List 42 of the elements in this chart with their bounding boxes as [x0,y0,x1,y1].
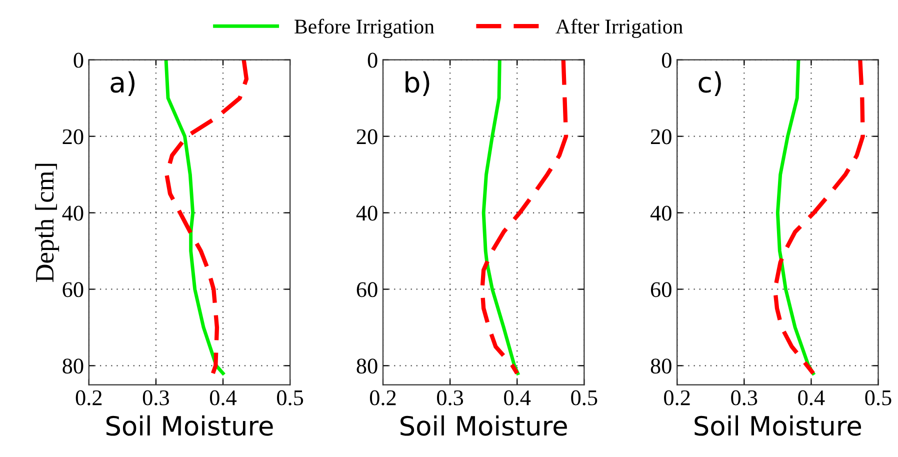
line-series [480,60,568,376]
annotation: b) [406,71,430,96]
y-tick-label: 20 [650,129,672,144]
y-tick-label: 80 [62,358,84,374]
y-tick-label: 0 [368,52,378,68]
y-tick-label: 60 [356,282,378,298]
y-axis-title: Depth [cm] [35,164,60,282]
y-tick-label: 40 [62,206,84,221]
annotation: a) [110,71,134,96]
x-axis-title: Soil Moisture [106,415,273,436]
x-tick-label: 0.5 [865,390,892,406]
x-tick-label: 0.2 [370,390,396,406]
x-tick-label: 0.4 [504,390,531,406]
x-tick-label: 0.3 [731,390,758,406]
x-tick-label: 0.3 [437,390,464,406]
line-series [772,60,865,376]
y-tick-label: 0 [74,52,84,68]
y-tick-label: 0 [662,52,672,68]
x-axis-title: Soil Moisture [694,415,862,436]
y-tick-label: 20 [62,129,84,144]
line-series [164,60,225,376]
y-tick-label: 60 [650,282,672,298]
y-tick-label: 80 [356,358,378,374]
annotation: c) [698,71,721,96]
x-tick-label: 0.5 [571,390,598,406]
x-tick-label: 0.3 [142,390,169,406]
y-tick-label: 40 [356,206,378,221]
x-tick-label: 0.5 [277,390,304,406]
line-series [164,60,249,376]
line-series [482,60,520,376]
x-tick-label: 0.4 [210,390,237,406]
x-tick-label: 0.2 [664,390,690,406]
legend-label: After Irrigation [556,18,683,38]
x-axis-title: Soil Moisture [400,415,567,436]
y-tick-label: 20 [356,129,378,144]
x-tick-label: 0.4 [798,390,825,406]
y-tick-label: 40 [650,206,672,221]
y-tick-label: 80 [650,358,672,374]
line-series [776,60,815,376]
legend-label: Before Irrigation [294,18,434,38]
x-tick-label: 0.2 [76,390,102,406]
y-tick-label: 60 [62,282,84,298]
